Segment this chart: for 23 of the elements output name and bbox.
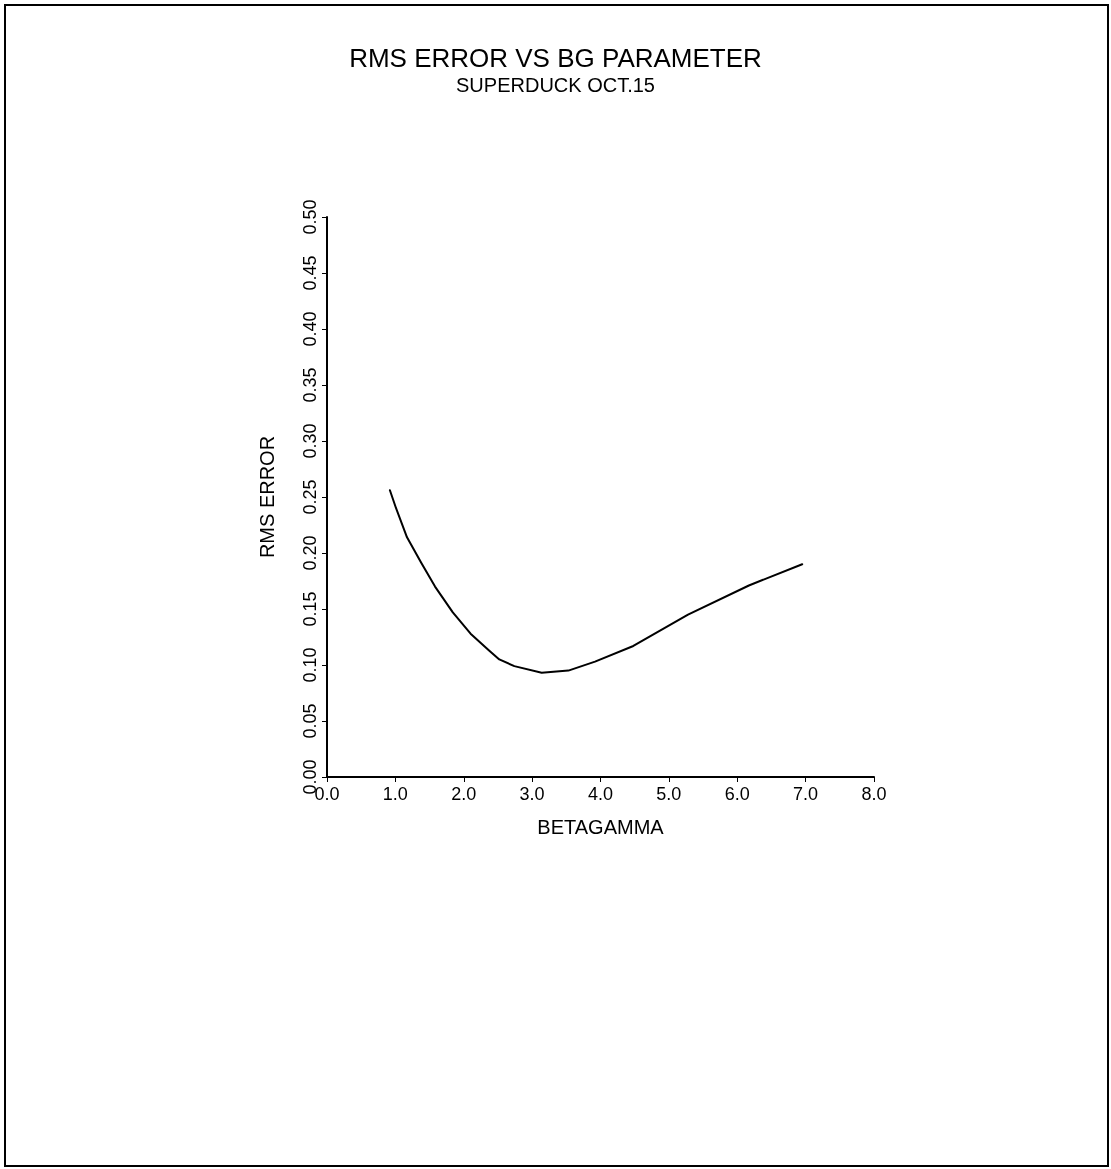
x-tick-label: 2.0 <box>451 784 477 804</box>
x-tick-label: 6.0 <box>724 784 750 804</box>
x-axis-title: BETAGAMMA <box>537 816 665 838</box>
y-tick-label: 0.20 <box>300 535 320 571</box>
x-tick-label: 1.0 <box>382 784 408 804</box>
chart-title: RMS ERROR VS BG PARAMETER <box>349 43 762 73</box>
y-tick-label: 0.05 <box>300 703 320 739</box>
chart-subtitle: SUPERDUCK OCT.15 <box>456 74 655 96</box>
x-tick-label: 5.0 <box>656 784 682 804</box>
x-tick-label: 4.0 <box>587 784 614 804</box>
x-tick-label: 8.0 <box>861 784 887 804</box>
x-tick-label: 3.0 <box>519 784 545 804</box>
y-tick-label: 0.10 <box>300 647 320 683</box>
y-tick-label: 0.25 <box>300 479 320 515</box>
x-tick-label: 7.0 <box>793 784 819 804</box>
y-axis-title: RMS ERROR <box>256 435 278 559</box>
y-tick-label: 0.35 <box>300 367 320 403</box>
line-series <box>388 489 804 674</box>
y-tick-label: 0.15 <box>300 591 320 627</box>
y-tick-label: 0.45 <box>300 255 320 291</box>
y-tick-label: 0.50 <box>300 199 320 235</box>
y-tick-label: 0.40 <box>300 311 320 347</box>
y-tick-label: 0.30 <box>300 423 320 459</box>
